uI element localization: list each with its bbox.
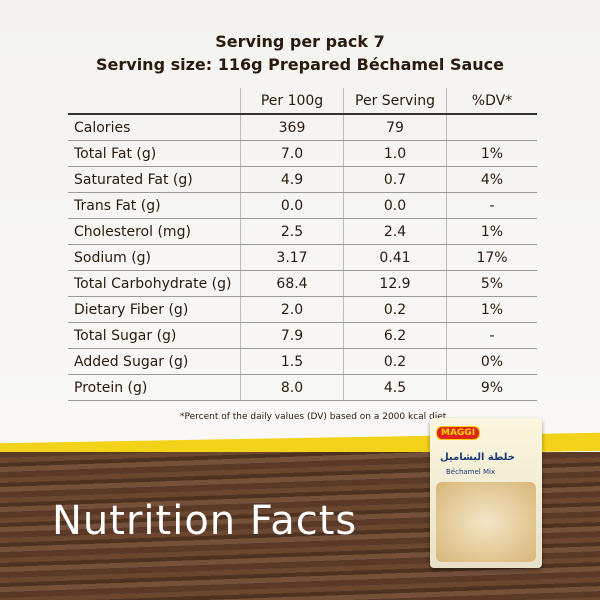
row-label: Total Fat (g) bbox=[68, 140, 241, 167]
value-cell: 7.0 bbox=[240, 140, 344, 167]
row-label: Dietary Fiber (g) bbox=[68, 296, 241, 323]
value-cell: 4% bbox=[446, 166, 537, 193]
value-cell: 2.4 bbox=[343, 218, 447, 245]
table-row: Calories 369 79 bbox=[68, 114, 537, 141]
value-cell: 68.4 bbox=[240, 270, 344, 297]
column-header: Per Serving bbox=[343, 88, 447, 115]
value-cell: 1.5 bbox=[240, 348, 344, 375]
table-row: Trans Fat (g) 0.0 0.0- bbox=[68, 192, 537, 219]
value-cell: 1% bbox=[446, 296, 537, 323]
value-cell: 6.2 bbox=[343, 322, 447, 349]
value-cell: 0.41 bbox=[343, 244, 447, 271]
value-cell: 79 bbox=[343, 114, 447, 141]
header-cell bbox=[68, 88, 241, 115]
row-label: Calories bbox=[68, 114, 241, 141]
table-row: Total Carbohydrate (g) 68.4 12.9 5% bbox=[68, 270, 537, 297]
serving-per-pack: Serving per pack 7 bbox=[215, 32, 385, 51]
table-row: Total Sugar (g) 7.9 6.2- bbox=[68, 322, 537, 349]
table-row: Saturated Fat (g) 4.9 0.7 4% bbox=[68, 166, 537, 193]
table-row: Total Fat (g) 7.0 1.0 1% bbox=[68, 140, 537, 167]
value-cell: 12.9 bbox=[343, 270, 447, 297]
value-cell bbox=[446, 114, 537, 141]
value-cell: 7.9 bbox=[240, 322, 344, 349]
header-row: Per 100g Per Serving %DV* bbox=[68, 88, 537, 115]
value-cell: - bbox=[446, 322, 537, 349]
value-cell: - bbox=[446, 192, 537, 219]
value-cell: 0.0 bbox=[240, 192, 344, 219]
value-cell: 0.7 bbox=[343, 166, 447, 193]
value-cell: 17% bbox=[446, 244, 537, 271]
value-cell: 1% bbox=[446, 140, 537, 167]
serving-size: Serving size: 116g Prepared Béchamel Sau… bbox=[96, 55, 504, 74]
row-label: Sodium (g) bbox=[68, 244, 241, 271]
value-cell: 4.5 bbox=[343, 374, 447, 401]
row-label: Protein (g) bbox=[68, 374, 241, 401]
value-cell: 0% bbox=[446, 348, 537, 375]
value-cell: 2.0 bbox=[240, 296, 344, 323]
row-label: Cholesterol (mg) bbox=[68, 218, 241, 245]
column-header: Per 100g bbox=[240, 88, 344, 115]
row-label: Trans Fat (g) bbox=[68, 192, 241, 219]
value-cell: 5% bbox=[446, 270, 537, 297]
page-title: Nutrition Facts bbox=[52, 498, 358, 544]
value-cell: 0.0 bbox=[343, 192, 447, 219]
value-cell: 4.9 bbox=[240, 166, 344, 193]
nutrition-table: Per 100g Per Serving %DV* Calories 369 79 Tota… bbox=[68, 88, 537, 401]
row-label: Total Sugar (g) bbox=[68, 322, 241, 349]
table-row: Cholesterol (mg) 2.5 2.4 1% bbox=[68, 218, 537, 245]
row-label: Added Sugar (g) bbox=[68, 348, 241, 375]
value-cell: 0.2 bbox=[343, 348, 447, 375]
row-label: Saturated Fat (g) bbox=[68, 166, 241, 193]
product-packet: MAGGI خلطة البشاميل Béchamel Mix bbox=[430, 418, 542, 568]
table-row: Protein (g) 8.0 4.5 9% bbox=[68, 374, 537, 401]
table-row: Added Sugar (g) 1.5 0.2 0% bbox=[68, 348, 537, 375]
footnote: *Percent of the daily values (DV) based … bbox=[180, 412, 450, 422]
packet-arabic: خلطة البشاميل bbox=[440, 452, 515, 463]
value-cell: 2.5 bbox=[240, 218, 344, 245]
packet-brand: MAGGI bbox=[436, 426, 481, 440]
packet-image bbox=[436, 482, 536, 562]
value-cell: 3.17 bbox=[240, 244, 344, 271]
table-row: Dietary Fiber (g) 2.0 0.2 1% bbox=[68, 296, 537, 323]
value-cell: 369 bbox=[240, 114, 344, 141]
row-label: Total Carbohydrate (g) bbox=[68, 270, 241, 297]
column-header: %DV* bbox=[446, 88, 537, 115]
table-row: Sodium (g) 3.17 0.41 17% bbox=[68, 244, 537, 271]
value-cell: 1.0 bbox=[343, 140, 447, 167]
value-cell: 9% bbox=[446, 374, 537, 401]
value-cell: 1% bbox=[446, 218, 537, 245]
value-cell: 8.0 bbox=[240, 374, 344, 401]
value-cell: 0.2 bbox=[343, 296, 447, 323]
packet-name: Béchamel Mix bbox=[446, 468, 496, 476]
